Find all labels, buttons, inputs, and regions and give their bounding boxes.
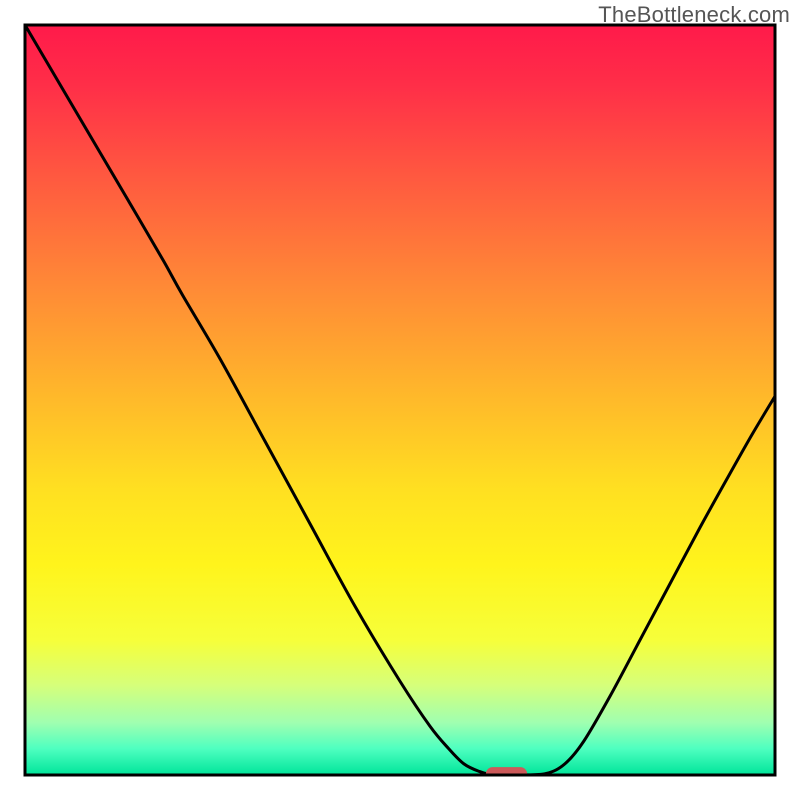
watermark-text: TheBottleneck.com [598, 2, 790, 28]
chart-container: TheBottleneck.com [0, 0, 800, 800]
plot-background [25, 25, 775, 775]
bottleneck-chart [0, 0, 800, 800]
